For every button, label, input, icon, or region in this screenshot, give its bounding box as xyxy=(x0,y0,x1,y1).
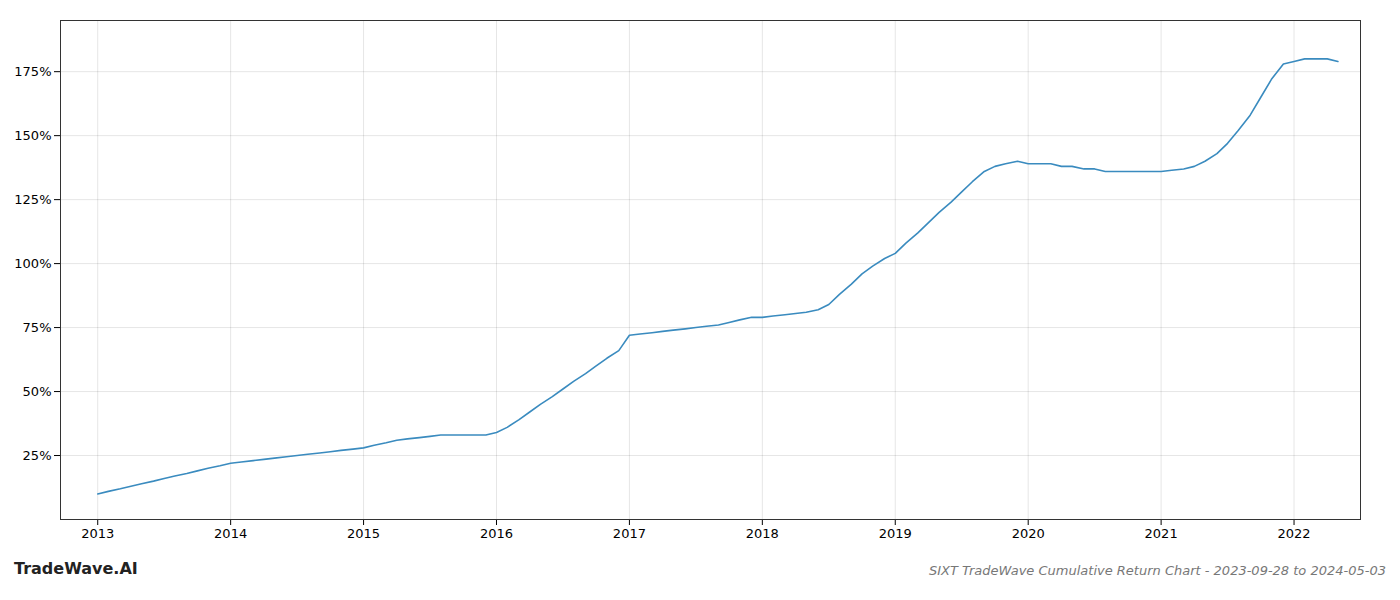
svg-text:2015: 2015 xyxy=(347,526,380,541)
svg-text:175%: 175% xyxy=(14,64,51,79)
svg-text:2014: 2014 xyxy=(214,526,247,541)
svg-text:2021: 2021 xyxy=(1145,526,1178,541)
svg-text:2017: 2017 xyxy=(613,526,646,541)
html-text:TradeWave.AI: TradeWave.AI xyxy=(14,559,138,578)
svg-text:50%: 50% xyxy=(23,384,52,399)
svg-text:2016: 2016 xyxy=(480,526,513,541)
svg-text:2020: 2020 xyxy=(1012,526,1045,541)
svg-text:75%: 75% xyxy=(23,320,52,335)
svg-text:2022: 2022 xyxy=(1277,526,1310,541)
svg-text:100%: 100% xyxy=(14,256,51,271)
svg-text:2019: 2019 xyxy=(879,526,912,541)
html-text:SIXT TradeWave Cumulative Retu: SIXT TradeWave Cumulative Return Chart -… xyxy=(929,563,1386,578)
svg-text:125%: 125% xyxy=(14,192,51,207)
svg-text:2013: 2013 xyxy=(81,526,114,541)
svg-text:2018: 2018 xyxy=(746,526,779,541)
svg-text:25%: 25% xyxy=(23,448,52,463)
svg-text:150%: 150% xyxy=(14,128,51,143)
